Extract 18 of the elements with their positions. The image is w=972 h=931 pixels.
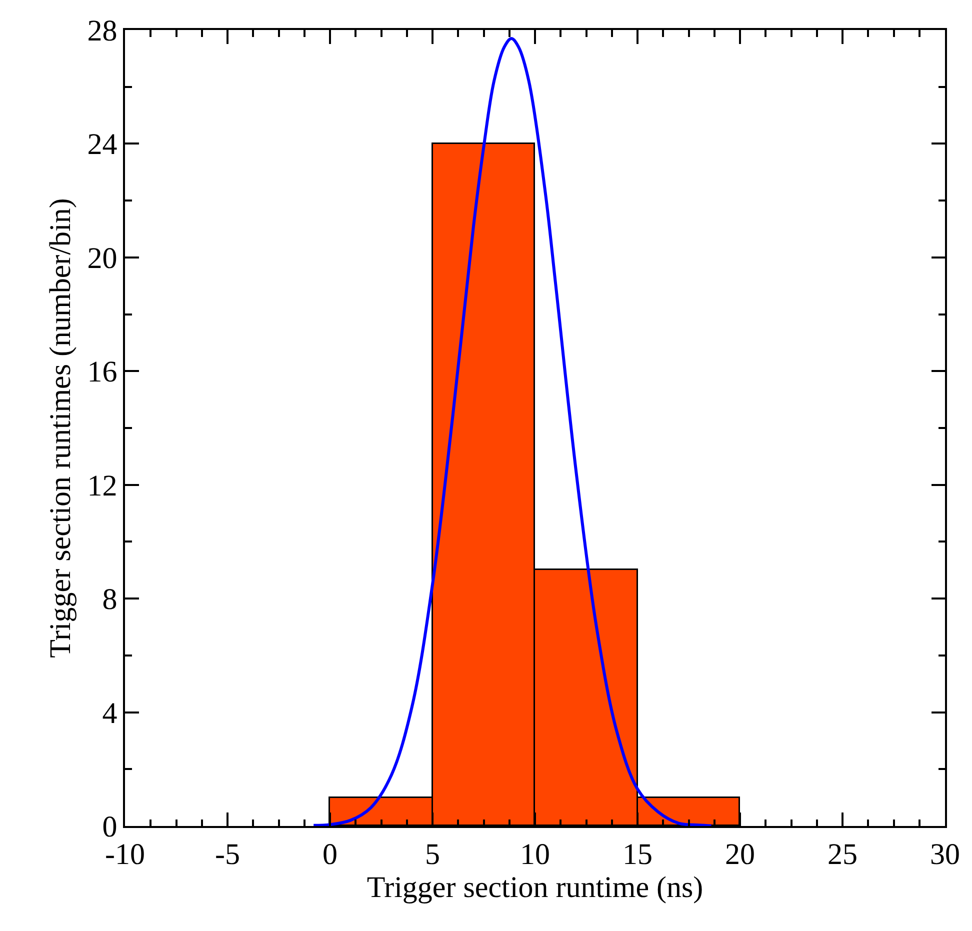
x-tick-label: 30 <box>930 838 960 871</box>
line-series <box>312 37 713 826</box>
y-tick-label: 20 <box>87 242 118 275</box>
x-tick-label: 20 <box>725 838 755 871</box>
y-axis-title: Trigger section runtimes (number/bin) <box>44 198 77 658</box>
x-axis-title: Trigger section runtime (ns) <box>366 870 704 904</box>
y-tick-label: 24 <box>87 128 118 162</box>
y-tick-label: 8 <box>102 583 118 616</box>
y-tick-label: 4 <box>102 696 118 730</box>
y-tick-label: 12 <box>87 469 118 502</box>
y-tick-label: 16 <box>87 356 118 389</box>
x-tick-label: 25 <box>828 838 858 871</box>
x-tick-label: -5 <box>215 838 240 871</box>
x-tick-label: 5 <box>425 838 440 871</box>
x-tick-label: 0 <box>322 838 338 871</box>
x-tick-label: 15 <box>622 838 652 871</box>
x-tick-label: 10 <box>520 838 550 871</box>
y-tick-label: 28 <box>87 14 118 48</box>
